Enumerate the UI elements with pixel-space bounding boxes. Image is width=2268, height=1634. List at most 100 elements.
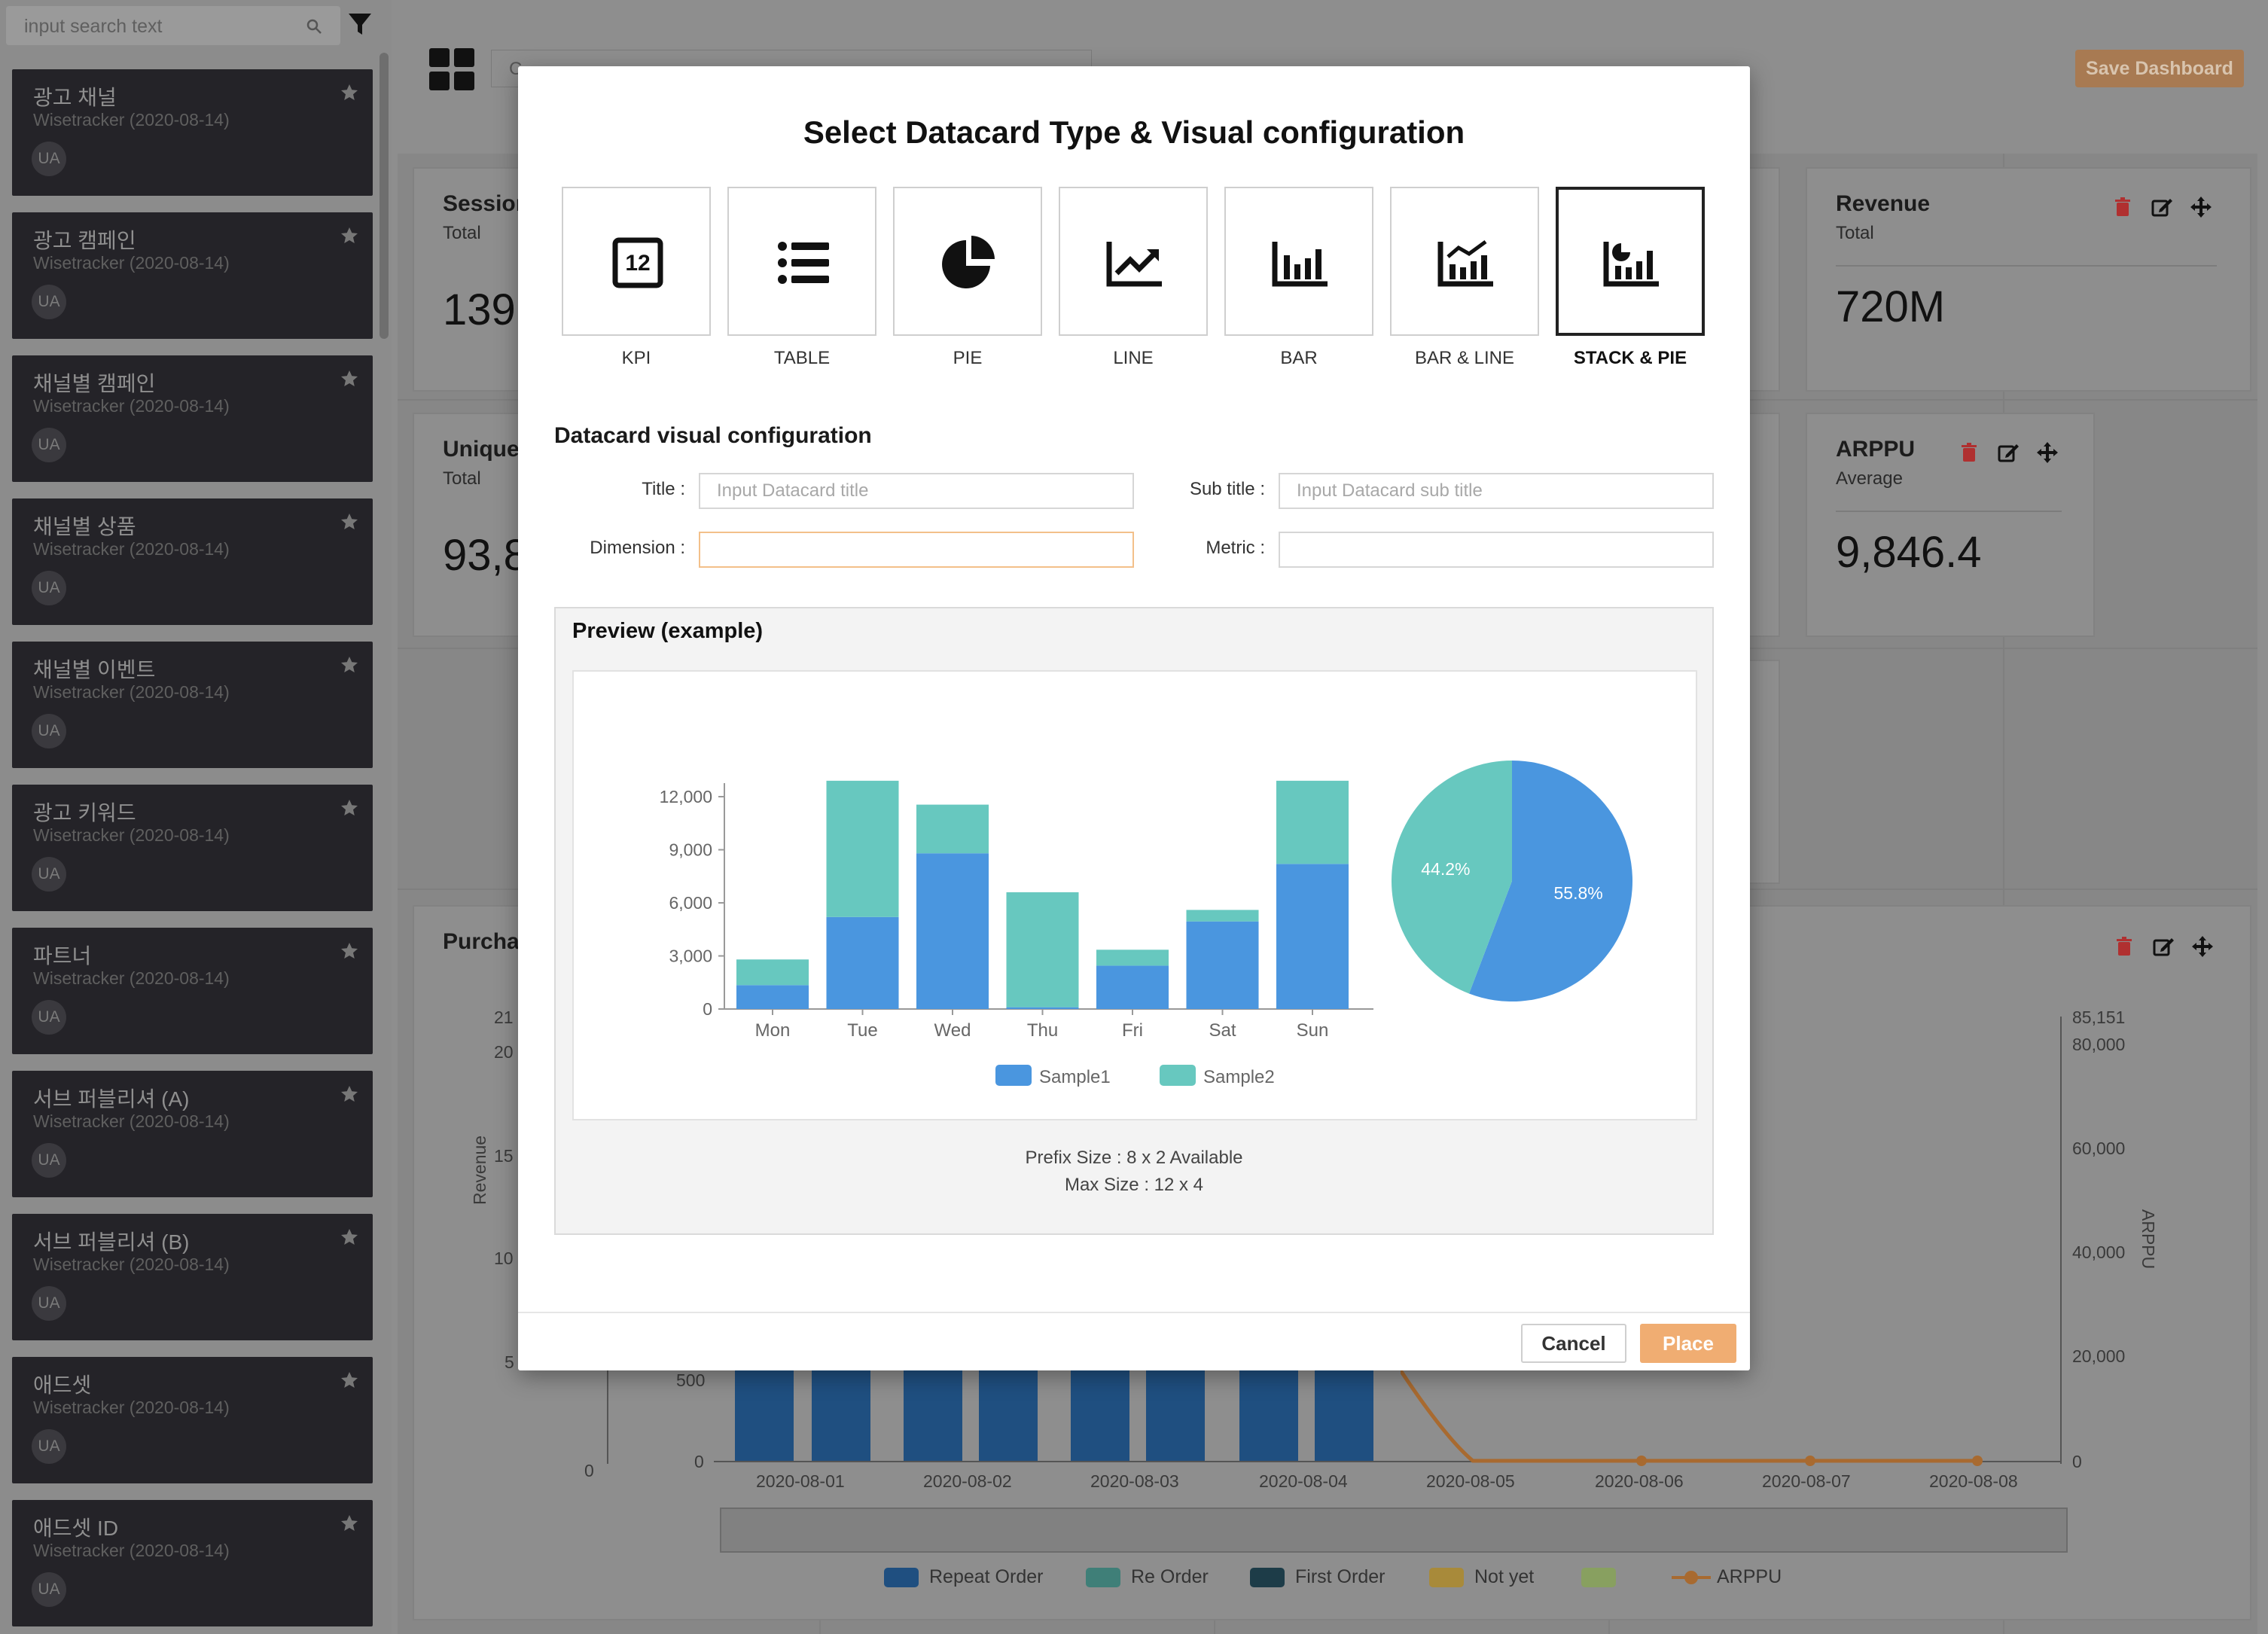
cancel-button[interactable]: Cancel [1521,1324,1626,1363]
move-icon[interactable] [2190,196,2212,218]
card-subtitle: Total [443,223,481,243]
datasource-source: Wisetracker (2020-08-14) [33,1111,230,1131]
title-input[interactable] [699,473,1134,509]
star-icon[interactable] [340,226,359,245]
star-icon[interactable] [340,1227,359,1247]
preview-bar-sample1 [1096,965,1169,1009]
type-tile-pie[interactable] [893,187,1042,336]
preview-bar-sample2 [1276,780,1349,864]
bg-rtick: 60,000 [2072,1139,2126,1158]
preview-bar-sample2 [1006,892,1079,1008]
edit-icon[interactable] [1997,441,2020,464]
move-icon[interactable] [2036,441,2059,464]
star-icon[interactable] [340,83,359,102]
bg-zoom-slider[interactable] [720,1507,2068,1553]
datasource-name: 서브 퍼블리셔 (A) [33,1087,190,1111]
bg-legend-label[interactable]: ARPPU [1717,1566,1782,1587]
revenue-card[interactable]: Revenue Total 720M [1806,167,2251,392]
type-tile-table[interactable] [727,187,876,336]
type-label: LINE [1113,348,1154,368]
type-tile-bar[interactable] [1224,187,1373,336]
datasource-card[interactable]: 광고 키워드 Wisetracker (2020-08-14) UA [12,785,373,911]
place-button[interactable]: Place [1640,1324,1736,1363]
datasource-card[interactable]: 광고 캠페인 Wisetracker (2020-08-14) UA [12,212,373,339]
datasource-badge: UA [32,714,66,748]
type-tile-bar-line[interactable] [1390,187,1539,336]
star-icon[interactable] [340,798,359,818]
star-icon[interactable] [340,1084,359,1104]
edit-icon[interactable] [2151,196,2173,218]
sidebar-scrollbar[interactable] [380,53,389,339]
type-tile-stack-pie[interactable] [1556,187,1705,336]
delete-icon[interactable] [1958,441,1980,464]
datasource-card[interactable]: 서브 퍼블리셔 (A) Wisetracker (2020-08-14) UA [12,1071,373,1197]
bg-rtick: 80,000 [2072,1035,2126,1054]
dashboard-grid-icon[interactable] [429,48,474,90]
bg-ytick: 0 [694,1452,704,1471]
preview-x-tick: Sat [1209,1020,1236,1041]
star-icon[interactable] [340,1514,359,1533]
preview-x-tick: Wed [934,1020,971,1041]
search-icon[interactable] [306,18,322,35]
bg-legend-label[interactable]: First Order [1295,1566,1385,1587]
bg-legend-label[interactable]: Re Order [1131,1566,1209,1587]
bg-legend-chip-re-order[interactable] [1086,1568,1120,1587]
bg-xtick: 2020-08-06 [1595,1471,1684,1491]
delete-icon[interactable] [2113,935,2135,958]
move-icon[interactable] [2191,935,2214,958]
subtitle-input[interactable] [1279,473,1714,509]
star-icon[interactable] [340,941,359,961]
delete-icon[interactable] [2111,196,2134,218]
bg-legend-chip-first-order[interactable] [1250,1568,1285,1587]
bg-axis-line [714,1461,2062,1462]
metric-input[interactable] [1279,532,1714,568]
type-tile-kpi[interactable]: 12 [562,187,711,336]
bg-legend-label[interactable]: Repeat Order [929,1566,1044,1587]
filter-icon[interactable] [346,11,373,38]
datasource-card[interactable]: 애드셋 Wisetracker (2020-08-14) UA [12,1357,373,1483]
save-dashboard-button[interactable]: Save Dashboard [2075,50,2244,87]
preview-pie-slice-sample1 [1468,761,1632,1001]
edit-icon[interactable] [2152,935,2175,958]
card-title: Unique [443,437,520,462]
datasource-card[interactable]: 채널별 캠페인 Wisetracker (2020-08-14) UA [12,355,373,482]
bg-axis-line [2060,1017,2062,1464]
card-toolbar [2113,935,2214,961]
type-tile-line[interactable] [1059,187,1208,336]
dimension-input[interactable] [699,532,1134,568]
bg-xtick: 2020-08-05 [1426,1471,1515,1491]
preview-y-tick: 6,000 [669,893,712,913]
bar-line-icon [1437,239,1493,287]
preview-y-tick: 9,000 [669,840,712,860]
star-icon[interactable] [340,1370,359,1390]
datasource-name: 채널별 이벤트 [33,658,156,681]
datasource-card[interactable]: 광고 채널 Wisetracker (2020-08-14) UA [12,69,373,196]
datasource-source: Wisetracker (2020-08-14) [33,682,230,702]
star-icon[interactable] [340,655,359,675]
bg-bar [1239,1370,1298,1461]
card-toolbar [2111,196,2212,221]
bg-legend-chip-not-yet[interactable] [1429,1568,1464,1587]
datasource-card[interactable]: 파트너 Wisetracker (2020-08-14) UA [12,928,373,1054]
bg-legend-label[interactable]: Not yet [1474,1566,1535,1587]
bg-ytick: 10 [494,1248,514,1268]
card-subtitle: Average [1836,468,1903,489]
search-input[interactable] [23,14,297,39]
star-icon[interactable] [340,512,359,532]
datasource-card[interactable]: 채널별 이벤트 Wisetracker (2020-08-14) UA [12,642,373,768]
datasource-card[interactable]: 서브 퍼블리셔 (B) Wisetracker (2020-08-14) UA [12,1214,373,1340]
datasource-name: 애드셋 [33,1373,92,1397]
bar-icon [1272,242,1328,287]
card-title: ARPPU [1836,437,1916,462]
arppu-card[interactable]: ARPPU Average 9,846.4 [1806,413,2095,637]
bg-legend-line-arppu[interactable] [1670,1566,1712,1589]
preview-legend-label: Sample2 [1203,1067,1275,1087]
bg-legend-chip-unnamed[interactable] [1581,1568,1616,1587]
star-icon[interactable] [340,369,359,389]
preview-pie-slice-sample2 [1392,761,1512,994]
datasource-card[interactable]: 채널별 상품 Wisetracker (2020-08-14) UA [12,498,373,625]
metric-label: Metric : [1206,538,1265,558]
datasource-card[interactable]: 애드셋 ID Wisetracker (2020-08-14) UA [12,1500,373,1626]
bg-legend-chip-repeat-order[interactable] [884,1568,919,1587]
card-value: 93,8 [443,531,528,580]
